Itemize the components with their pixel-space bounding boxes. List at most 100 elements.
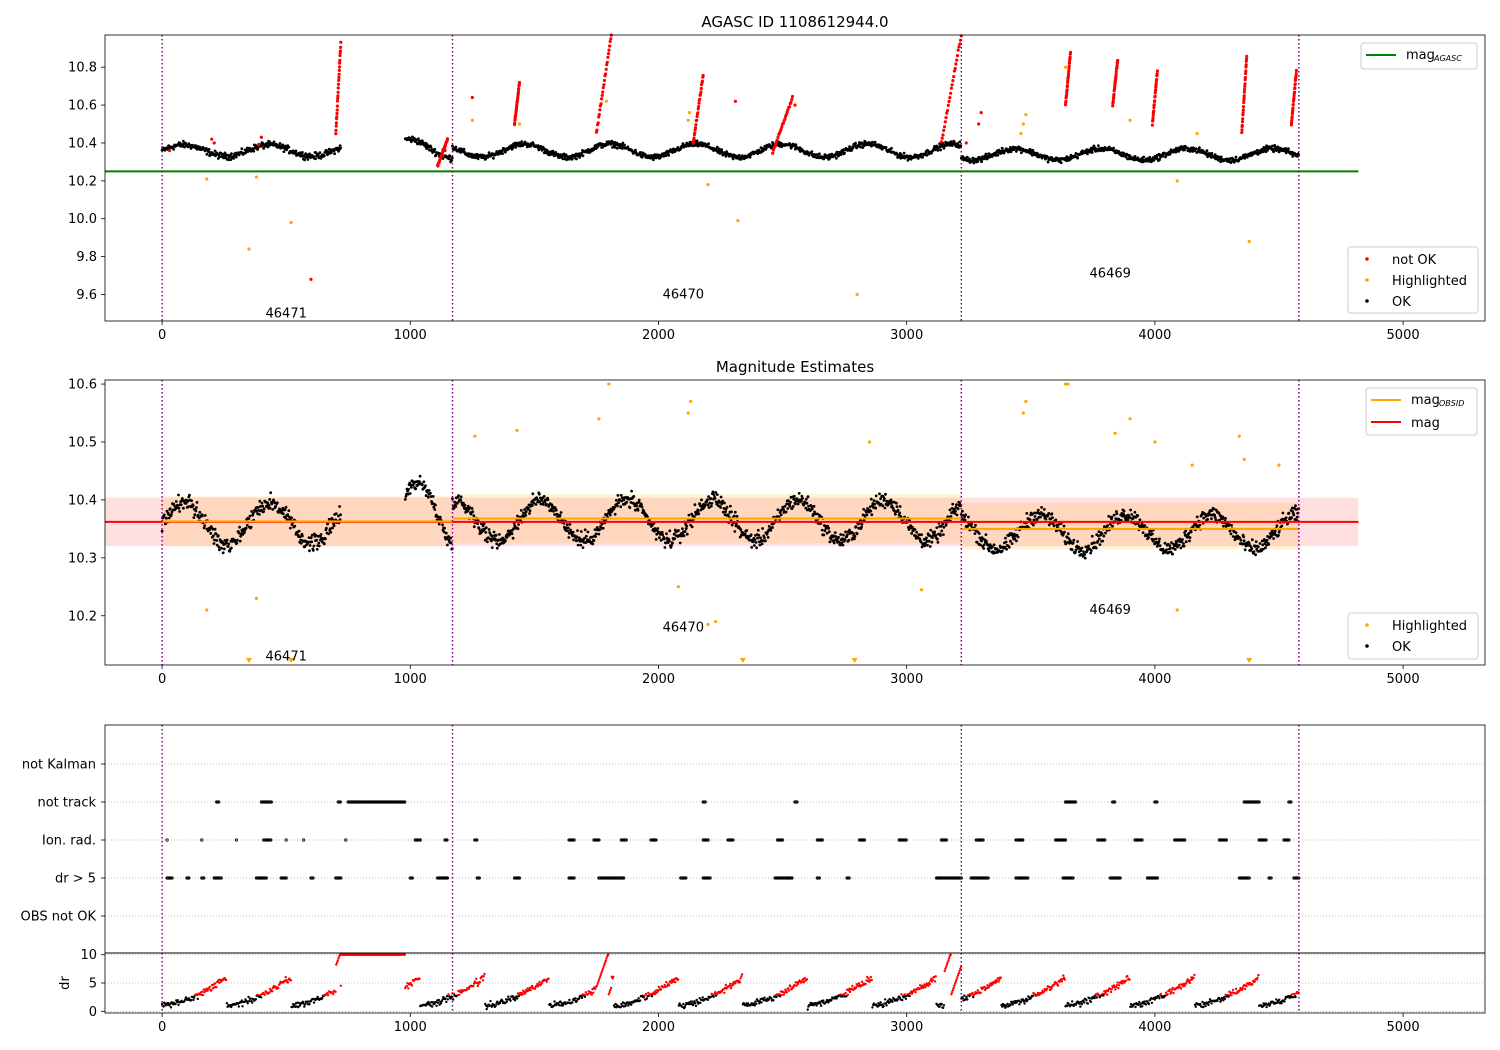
- ok-point: [424, 145, 427, 148]
- ok-point: [827, 526, 831, 530]
- ok-point: [1039, 515, 1042, 519]
- ok-point: [956, 507, 960, 511]
- ok-point: [191, 504, 195, 508]
- ok-point: [1086, 152, 1089, 156]
- ok-point: [301, 534, 304, 538]
- ok-point: [1115, 512, 1119, 516]
- ok-point: [1234, 531, 1238, 535]
- not-ok-point: [698, 97, 702, 101]
- ok-point: [1179, 546, 1183, 550]
- not-ok-point: [598, 108, 602, 112]
- ok-point: [1155, 544, 1159, 548]
- ok-point: [1247, 541, 1251, 545]
- ok-point: [448, 155, 452, 158]
- ok-point: [668, 529, 672, 533]
- ok-point: [1277, 534, 1280, 537]
- ok-point: [492, 156, 495, 160]
- ok-point: [678, 541, 682, 545]
- ok-point: [213, 527, 217, 531]
- not-ok-point: [790, 97, 794, 102]
- ok-point: [681, 527, 684, 531]
- highlighted-point: [470, 118, 474, 122]
- ok-point: [299, 541, 303, 545]
- ok-point: [915, 530, 918, 534]
- ok-point: [860, 525, 863, 529]
- not-ok-point: [1294, 72, 1298, 76]
- highlighted-point: [1195, 131, 1199, 136]
- ok-point: [756, 528, 760, 532]
- ok-point: [792, 497, 796, 501]
- ok-point: [1229, 532, 1233, 536]
- ok-point: [682, 534, 686, 538]
- not-ok-point: [945, 111, 949, 115]
- not-ok-point: [1152, 105, 1156, 110]
- ok-point: [871, 140, 874, 144]
- ok-point: [939, 534, 942, 537]
- ok-point: [920, 533, 923, 537]
- ok-point: [317, 541, 321, 545]
- ok-point: [800, 499, 803, 503]
- ok-point: [1063, 530, 1066, 534]
- not-ok-point: [210, 137, 214, 141]
- ok-point: [327, 517, 331, 521]
- ok-point: [431, 495, 435, 498]
- ok-point: [537, 492, 541, 496]
- ok-point: [403, 498, 407, 501]
- ok-point: [757, 533, 761, 537]
- ok-point: [510, 532, 514, 536]
- ok-point: [505, 535, 509, 539]
- not-ok-point: [776, 135, 780, 139]
- ok-point: [501, 536, 505, 540]
- ok-point: [796, 502, 800, 506]
- x-tick-label: 2000: [642, 328, 675, 343]
- ok-point: [843, 538, 847, 542]
- not-ok-point: [515, 103, 519, 107]
- ok-point: [407, 488, 410, 491]
- ok-point: [532, 501, 536, 505]
- ok-point: [1230, 524, 1233, 527]
- ok-point: [511, 536, 515, 540]
- not-ok-point: [771, 151, 775, 155]
- ok-point: [976, 160, 980, 164]
- not-ok-point: [1242, 94, 1246, 98]
- ok-point: [719, 495, 723, 499]
- dr-point: [174, 1002, 177, 1006]
- ok-point: [238, 525, 242, 529]
- not-ok-point: [1154, 82, 1158, 86]
- ok-point: [710, 502, 714, 505]
- ok-point: [616, 504, 619, 508]
- ok-point: [1110, 515, 1114, 519]
- ok-point: [951, 502, 955, 506]
- ok-point: [490, 534, 494, 538]
- ok-point: [1130, 513, 1134, 516]
- not-ok-point: [339, 45, 343, 50]
- ok-point: [1040, 506, 1043, 509]
- ok-point: [898, 505, 902, 508]
- ok-point: [247, 517, 251, 520]
- ok-point: [634, 148, 637, 152]
- ok-point: [1256, 545, 1260, 549]
- ok-point: [965, 155, 969, 159]
- ok-point: [671, 541, 674, 545]
- not-ok-point: [949, 91, 953, 95]
- ok-point: [484, 157, 488, 161]
- ok-point: [283, 508, 287, 512]
- highlighted-point: [689, 399, 693, 404]
- y-tick-label: 10.2: [68, 609, 97, 624]
- not-ok-point: [259, 135, 263, 139]
- ok-point: [834, 535, 838, 538]
- ok-point: [743, 532, 747, 536]
- not-ok-point: [1111, 104, 1115, 108]
- not-ok-point: [517, 87, 521, 91]
- ok-point: [443, 526, 446, 530]
- ok-point: [683, 530, 687, 533]
- ok-point: [635, 504, 638, 508]
- ok-point: [465, 506, 469, 510]
- ok-point: [194, 144, 198, 148]
- panel1-title: AGASC ID 1108612944.0: [701, 13, 888, 31]
- not-ok-point: [789, 100, 793, 104]
- ok-point: [739, 528, 743, 532]
- ok-point: [207, 150, 210, 154]
- ok-point: [177, 506, 181, 510]
- ok-point: [575, 535, 579, 539]
